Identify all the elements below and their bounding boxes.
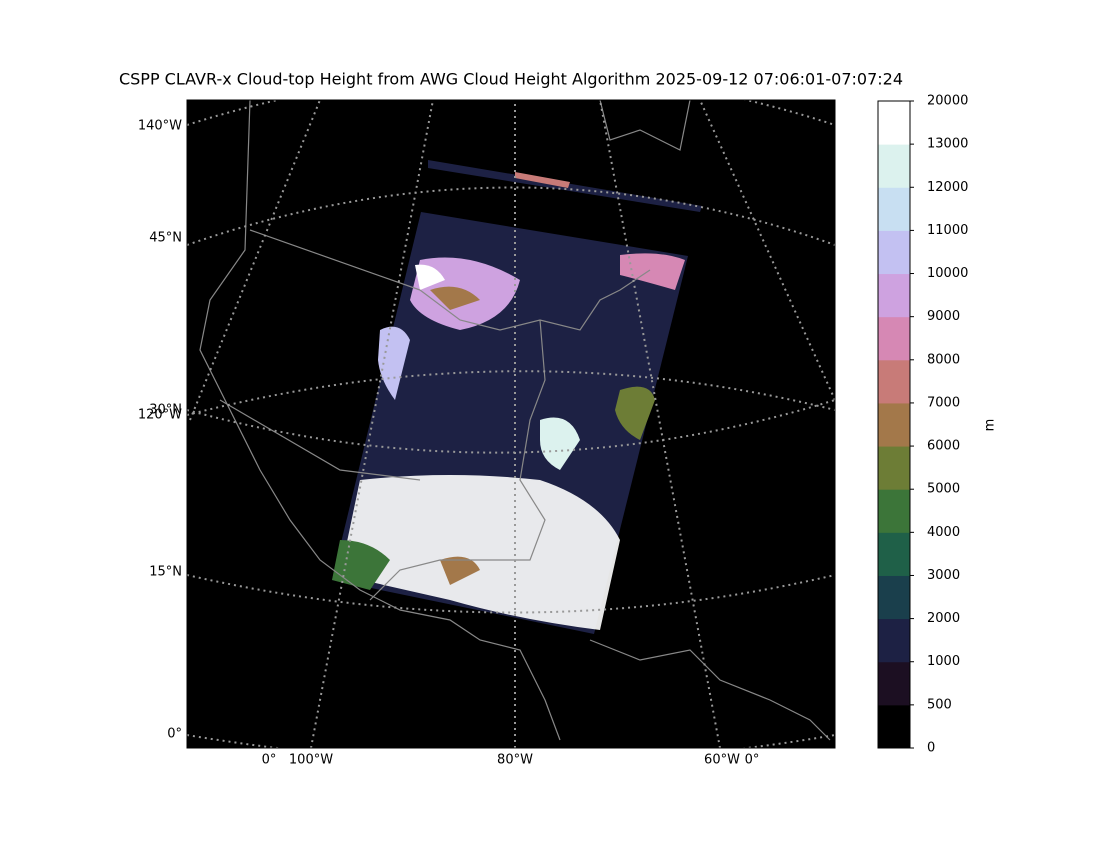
colorbar-label: m xyxy=(983,419,998,432)
colorbar-tick-label: 2000 xyxy=(927,611,960,626)
colorbar-tick-label: 5000 xyxy=(927,482,960,497)
colorbar-tick-label: 9000 xyxy=(927,309,960,324)
map xyxy=(186,99,836,749)
colorbar-frame xyxy=(877,100,911,749)
colorbar-bin xyxy=(878,144,910,188)
colorbar-tick-label: 3000 xyxy=(927,568,960,583)
lat-label: 120°W xyxy=(138,408,182,423)
colorbar-bin xyxy=(878,532,910,576)
coastlines xyxy=(199,100,831,741)
colorbar-bin xyxy=(878,661,910,706)
colorbar-bin xyxy=(878,575,910,620)
lat-label: 45°N xyxy=(149,231,182,246)
colorbar-bin xyxy=(878,618,910,663)
colorbar-bin xyxy=(878,489,910,533)
colorbar-tick-label: 20000 xyxy=(927,94,968,109)
lat-label: 15°N xyxy=(149,565,182,580)
lon-label: 80°W xyxy=(497,753,533,768)
lon-label: 100°W xyxy=(289,753,333,768)
colorbar-tick-label: 10000 xyxy=(927,266,968,281)
colorbar-bin xyxy=(878,187,910,231)
colorbar-bin xyxy=(878,704,910,749)
colorbar-tick-label: 4000 xyxy=(927,525,960,540)
lon-label: 60°W xyxy=(704,753,740,768)
colorbar-tick-label: 8000 xyxy=(927,352,960,367)
lon-label: 0° xyxy=(745,753,760,768)
colorbar-bin xyxy=(878,446,910,490)
satellite-swath xyxy=(332,160,702,634)
colorbar-bin xyxy=(878,230,910,275)
title: CSPP CLAVR-x Cloud-top Height from AWG C… xyxy=(119,70,903,89)
colorbar-tick-label: 6000 xyxy=(927,439,960,454)
lat-label: 0° xyxy=(167,727,182,742)
colorbar-tick-label: 13000 xyxy=(927,137,968,152)
colorbar-tick-label: 11000 xyxy=(927,223,968,238)
colorbar-tick-label: 12000 xyxy=(927,180,968,195)
colorbar-tick-label: 500 xyxy=(927,697,952,712)
lat-label: 30°N xyxy=(149,403,182,418)
colorbar-bin xyxy=(878,402,910,447)
colorbar-tick-label: 7000 xyxy=(927,395,960,410)
graticule xyxy=(187,100,835,748)
colorbar-tick-label: 1000 xyxy=(927,654,960,669)
lat-label: 140°W xyxy=(138,119,182,134)
colorbar-bin xyxy=(878,101,910,145)
colorbar-bin xyxy=(878,273,910,318)
colorbar-bin xyxy=(878,359,910,404)
lon-label: 0° xyxy=(262,753,277,768)
colorbar-tick-label: 0 xyxy=(927,741,935,756)
colorbar-bin xyxy=(878,316,910,361)
